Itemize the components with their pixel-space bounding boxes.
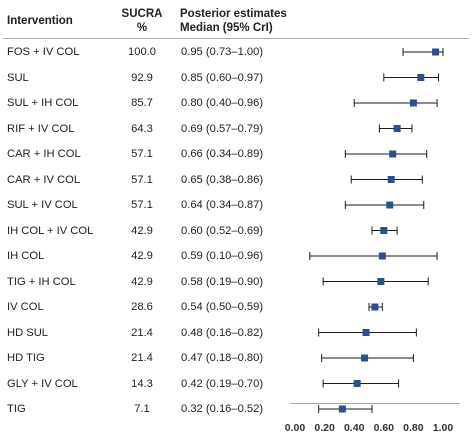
- row-estimate: 0.48 (0.16–0.82): [181, 326, 264, 339]
- median-marker: [409, 99, 417, 107]
- median-marker: [417, 74, 425, 81]
- row-sucra: 85.7: [131, 97, 153, 109]
- header-sucra-line2: %: [136, 22, 148, 34]
- row-sucra: 64.3: [131, 122, 153, 135]
- median-marker: [380, 227, 388, 234]
- row-estimate: 0.85 (0.60–0.97): [181, 71, 264, 84]
- row-estimate: 0.69 (0.57–0.79): [181, 122, 264, 135]
- row-estimate: 0.59 (0.10–0.96): [181, 250, 264, 262]
- x-tick-label: 1.00: [433, 422, 454, 434]
- row-intervention: IH COL: [7, 250, 45, 262]
- median-marker: [432, 48, 440, 56]
- row-sucra: 100.0: [128, 46, 156, 58]
- row-sucra: 57.1: [131, 199, 153, 211]
- row-intervention: CAR + IH COL: [7, 148, 81, 160]
- row-sucra: 28.6: [131, 301, 153, 313]
- row-intervention: HD SUL: [7, 326, 49, 339]
- x-tick-label: 0.40: [344, 422, 365, 434]
- x-tick-label: 0.80: [403, 422, 424, 434]
- median-marker: [393, 125, 401, 132]
- header-estimates: Posterior estimates Median (95% CrI): [180, 7, 287, 35]
- row-estimate: 0.66 (0.34–0.89): [181, 148, 264, 160]
- row-sucra: 14.3: [131, 377, 153, 390]
- row-intervention: TIG + IH COL: [7, 275, 76, 288]
- row-intervention: IV COL: [7, 301, 44, 313]
- median-marker: [353, 380, 361, 387]
- header-sucra: SUCRA %: [112, 7, 172, 35]
- row-estimate: 0.54 (0.50–0.59): [181, 301, 264, 313]
- row-estimate: 0.64 (0.34–0.87): [181, 199, 264, 211]
- row-estimate: 0.60 (0.52–0.69): [181, 224, 264, 237]
- x-tick-label: 0.60: [374, 422, 395, 434]
- header-intervention: Intervention: [7, 15, 73, 27]
- row-sucra: 92.9: [131, 71, 153, 84]
- row-intervention: HD TIG: [7, 352, 45, 364]
- row-sucra: 21.4: [131, 326, 153, 339]
- row-sucra: 57.1: [131, 148, 153, 160]
- row-intervention: GLY + IV COL: [7, 377, 78, 390]
- median-marker: [387, 176, 395, 183]
- row-intervention: IH COL + IV COL: [7, 224, 94, 237]
- row-estimate: 0.58 (0.19–0.90): [181, 275, 264, 288]
- row-intervention: CAR + IV COL: [7, 173, 81, 186]
- row-estimate: 0.42 (0.19–0.70): [181, 377, 264, 390]
- row-sucra: 7.1: [134, 403, 150, 415]
- median-marker: [362, 329, 370, 336]
- row-intervention: SUL + IH COL: [7, 97, 79, 109]
- row-intervention: RIF + IV COL: [7, 122, 75, 135]
- row-intervention: FOS + IV COL: [7, 46, 80, 58]
- median-marker: [361, 354, 369, 362]
- row-sucra: 42.9: [131, 275, 153, 288]
- row-estimate: 0.32 (0.16–0.52): [181, 403, 264, 415]
- row-estimate: 0.95 (0.73–1.00): [181, 46, 264, 58]
- row-intervention: SUL: [7, 71, 29, 84]
- row-estimate: 0.80 (0.40–0.96): [181, 97, 264, 109]
- header-estimates-line1: Posterior estimates: [180, 8, 287, 20]
- axis-rule: [290, 403, 460, 404]
- row-intervention: TIG: [7, 403, 26, 415]
- median-marker: [386, 201, 394, 209]
- header-rule: [3, 38, 469, 39]
- median-marker: [338, 405, 346, 413]
- row-intervention: SUL + IV COL: [7, 199, 78, 211]
- row-sucra: 57.1: [131, 173, 153, 186]
- median-marker: [371, 303, 379, 311]
- x-tick-label: 0.00: [285, 422, 306, 434]
- median-marker: [389, 150, 397, 158]
- row-estimate: 0.47 (0.18–0.80): [181, 352, 264, 364]
- x-tick-label: 0.20: [314, 422, 335, 434]
- row-sucra: 42.9: [131, 224, 153, 237]
- header-estimates-line2: Median (95% CrI): [180, 22, 273, 34]
- median-marker: [377, 278, 385, 285]
- row-sucra: 21.4: [131, 352, 153, 364]
- header-sucra-line1: SUCRA: [121, 8, 163, 20]
- median-marker: [378, 252, 386, 260]
- row-estimate: 0.65 (0.38–0.86): [181, 173, 264, 186]
- row-sucra: 42.9: [131, 250, 153, 262]
